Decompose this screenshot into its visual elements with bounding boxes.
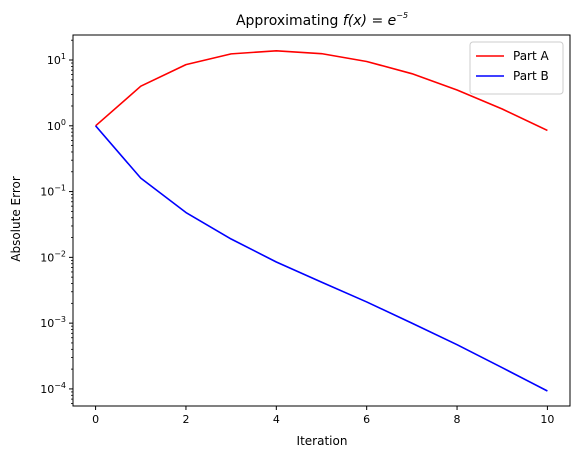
y-tick-label: 10−4 [40,381,66,396]
y-axis-label: Absolute Error [9,176,23,262]
x-tick-label: 8 [454,413,461,426]
x-axis: 0 2 4 6 8 10 [92,406,554,426]
legend-box [469,41,564,95]
x-tick-label: 6 [363,413,370,426]
y-tick-label: 100 [47,118,66,133]
series-layer [94,50,548,392]
y-tick-label: 101 [47,52,66,67]
x-tick-label: 0 [92,413,99,426]
chart-title: Approximating f(x) = e−5 [236,11,408,29]
y-tick-label: 10−3 [40,315,66,330]
y-axis: 10−4 10−3 10−2 10−1 100 101 [40,39,73,404]
legend-label-part-a: Part A [513,49,550,63]
legend-label-part-b: Part B [513,69,549,83]
y-tick-label: 10−1 [40,184,66,199]
x-tick-label: 10 [540,413,554,426]
legend: Part A Part B [469,41,564,95]
plot-area [72,34,571,407]
x-tick-label: 4 [273,413,280,426]
series-line-part-b [94,125,548,392]
y-tick-label: 10−2 [40,249,66,264]
x-tick-label: 2 [182,413,189,426]
x-axis-label: Iteration [297,434,348,448]
plot-frame [72,34,571,407]
series-line-part-a [95,50,548,132]
